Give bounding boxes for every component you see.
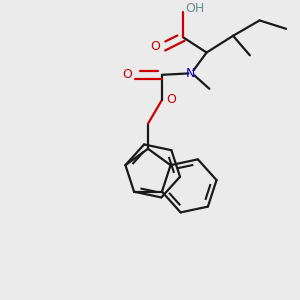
Text: O: O (166, 93, 176, 106)
Text: O: O (122, 68, 132, 81)
Text: N: N (186, 67, 195, 80)
Text: O: O (150, 40, 160, 53)
Text: OH: OH (185, 2, 204, 15)
